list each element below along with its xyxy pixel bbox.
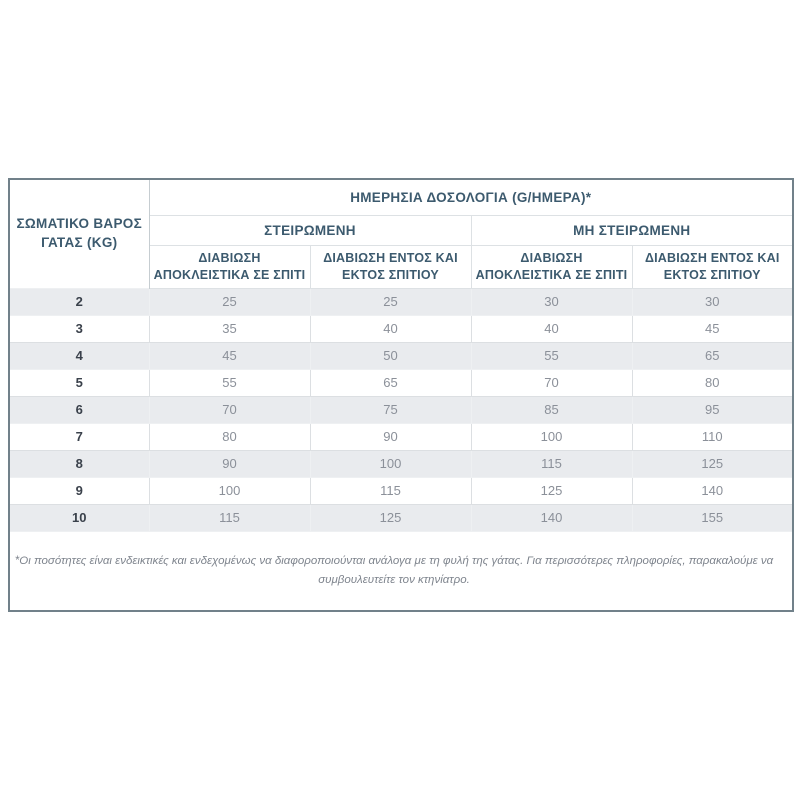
dosage-cell: 125 xyxy=(309,503,472,532)
table-header: ΣΩΜΑΤΙΚΟ ΒΑΡΟΣ ΓΑΤΑΣ (KG) ΗΜΕΡΗΣΙΑ ΔΟΣΟΛ… xyxy=(9,178,794,289)
weight-cell: 9 xyxy=(8,476,150,505)
group-header-neutered: ΣΤΕΙΡΩΜΕΝΗ xyxy=(148,214,472,246)
dosage-cell: 65 xyxy=(631,341,794,370)
header-row-title: ΣΩΜΑΤΙΚΟ ΒΑΡΟΣ ΓΑΤΑΣ (KG) ΗΜΕΡΗΣΙΑ ΔΟΣΟΛ… xyxy=(9,178,794,288)
table-row: 8 90 100 115 125 xyxy=(8,449,794,478)
subheader-indoor-neutered: ΔΙΑΒΙΩΣΗ ΑΠΟΚΛΕΙΣΤΙΚΑ ΣΕ ΣΠΙΤΙ xyxy=(148,244,311,289)
table-row: 10 115 125 140 155 xyxy=(8,503,794,532)
dosage-cell: 65 xyxy=(309,368,472,397)
dosage-cell: 90 xyxy=(309,422,472,451)
dosage-cell: 40 xyxy=(309,314,472,343)
dosage-cell: 100 xyxy=(470,422,633,451)
subheader-line: ΕΚΤΟΣ ΣΠΙΤΙΟΥ xyxy=(342,267,439,282)
dosage-cell: 25 xyxy=(309,287,472,316)
header-row-subheaders: ΔΙΑΒΙΩΣΗ ΑΠΟΚΛΕΙΣΤΙΚΑ ΣΕ ΣΠΙΤΙ ΔΙΑΒΙΩΣΗ … xyxy=(9,244,794,289)
subheader-line: ΔΙΑΒΙΩΣΗ ΕΝΤΟΣ ΚΑΙ xyxy=(644,250,780,265)
dosage-cell: 55 xyxy=(470,341,633,370)
dosage-cell: 70 xyxy=(148,395,311,424)
dosage-cell: 80 xyxy=(631,368,794,397)
subheader-line: ΔΙΑΒΙΩΣΗ ΕΝΤΟΣ ΚΑΙ xyxy=(323,250,458,265)
dosage-cell: 85 xyxy=(470,395,633,424)
footnote-row: *Οι ποσότητες είναι ενδεικτικές και ενδε… xyxy=(9,530,794,611)
weight-cell: 6 xyxy=(8,395,150,424)
dosage-cell: 45 xyxy=(631,314,794,343)
dosage-cell: 45 xyxy=(148,341,311,370)
dosage-table-container: ΣΩΜΑΤΙΚΟ ΒΑΡΟΣ ΓΑΤΑΣ (KG) ΗΜΕΡΗΣΙΑ ΔΟΣΟΛ… xyxy=(8,178,795,612)
group-header-not-neutered: ΜΗ ΣΤΕΙΡΩΜΕΝΗ xyxy=(470,214,794,246)
weight-cell: 2 xyxy=(8,287,150,316)
dosage-cell: 125 xyxy=(631,449,794,478)
subheader-line: ΑΠΟΚΛΕΙΣΤΙΚΑ ΣΕ ΣΠΙΤΙ xyxy=(475,267,628,282)
dosage-cell: 115 xyxy=(470,449,633,478)
table-row: 5 55 65 70 80 xyxy=(8,368,794,397)
weight-header-line2: ΓΑΤΑΣ (KG) xyxy=(41,234,118,250)
dosage-cell: 50 xyxy=(309,341,472,370)
table-row: 3 35 40 40 45 xyxy=(8,314,794,343)
dosage-table: ΣΩΜΑΤΙΚΟ ΒΑΡΟΣ ΓΑΤΑΣ (KG) ΗΜΕΡΗΣΙΑ ΔΟΣΟΛ… xyxy=(8,178,795,612)
subheader-line: ΑΠΟΚΛΕΙΣΤΙΚΑ ΣΕ ΣΠΙΤΙ xyxy=(153,267,306,282)
dosage-cell: 80 xyxy=(148,422,311,451)
dosage-cell: 140 xyxy=(470,503,633,532)
table-row: 2 25 25 30 30 xyxy=(8,287,794,316)
table-title: ΗΜΕΡΗΣΙΑ ΔΟΣΟΛΟΓΙΑ (G/ΗΜΕΡΑ)* xyxy=(148,178,794,216)
dosage-cell: 70 xyxy=(470,368,633,397)
dosage-cell: 155 xyxy=(631,503,794,532)
weight-cell: 8 xyxy=(8,449,150,478)
header-row-groups: ΣΤΕΙΡΩΜΕΝΗ ΜΗ ΣΤΕΙΡΩΜΕΝΗ xyxy=(9,214,794,246)
dosage-cell: 75 xyxy=(309,395,472,424)
weight-header-line1: ΣΩΜΑΤΙΚΟ ΒΑΡΟΣ xyxy=(16,215,142,231)
footnote-text: *Οι ποσότητες είναι ενδεικτικές και ενδε… xyxy=(14,555,774,586)
weight-cell: 10 xyxy=(8,503,150,532)
dosage-cell: 25 xyxy=(148,287,311,316)
weight-cell: 3 xyxy=(8,314,150,343)
dosage-cell: 100 xyxy=(148,476,311,505)
subheader-indoor-not-neutered: ΔΙΑΒΙΩΣΗ ΑΠΟΚΛΕΙΣΤΙΚΑ ΣΕ ΣΠΙΤΙ xyxy=(470,244,633,289)
subheader-line: ΔΙΑΒΙΩΣΗ xyxy=(198,250,261,265)
dosage-cell: 125 xyxy=(470,476,633,505)
subheader-line: ΔΙΑΒΙΩΣΗ xyxy=(520,250,583,265)
dosage-cell: 90 xyxy=(148,449,311,478)
table-footer: *Οι ποσότητες είναι ενδεικτικές και ενδε… xyxy=(9,530,794,611)
dosage-cell: 55 xyxy=(148,368,311,397)
subheader-line: ΕΚΤΟΣ ΣΠΙΤΙΟΥ xyxy=(663,267,761,282)
dosage-cell: 95 xyxy=(631,395,794,424)
dosage-cell: 30 xyxy=(470,287,633,316)
dosage-cell: 40 xyxy=(470,314,633,343)
table-row: 6 70 75 85 95 xyxy=(8,395,794,424)
weight-column-header: ΣΩΜΑΤΙΚΟ ΒΑΡΟΣ ΓΑΤΑΣ (KG) xyxy=(9,179,150,288)
dosage-cell: 30 xyxy=(631,287,794,316)
dosage-cell: 100 xyxy=(309,449,472,478)
footnote-cell: *Οι ποσότητες είναι ενδεικτικές και ενδε… xyxy=(9,530,794,611)
table-body: 2 25 25 30 30 3 35 40 40 45 4 45 50 xyxy=(8,287,794,532)
dosage-cell: 140 xyxy=(631,476,794,505)
table-row: 7 80 90 100 110 xyxy=(8,422,794,451)
table-row: 4 45 50 55 65 xyxy=(8,341,794,370)
dosage-cell: 110 xyxy=(631,422,794,451)
dosage-cell: 115 xyxy=(148,503,311,532)
subheader-indoor-outdoor-neutered: ΔΙΑΒΙΩΣΗ ΕΝΤΟΣ ΚΑΙ ΕΚΤΟΣ ΣΠΙΤΙΟΥ xyxy=(309,244,472,289)
table-row: 9 100 115 125 140 xyxy=(8,476,794,505)
weight-cell: 7 xyxy=(8,422,150,451)
weight-cell: 5 xyxy=(8,368,150,397)
subheader-indoor-outdoor-not-neutered: ΔΙΑΒΙΩΣΗ ΕΝΤΟΣ ΚΑΙ ΕΚΤΟΣ ΣΠΙΤΙΟΥ xyxy=(631,244,794,289)
dosage-cell: 115 xyxy=(309,476,472,505)
weight-cell: 4 xyxy=(8,341,150,370)
dosage-cell: 35 xyxy=(148,314,311,343)
